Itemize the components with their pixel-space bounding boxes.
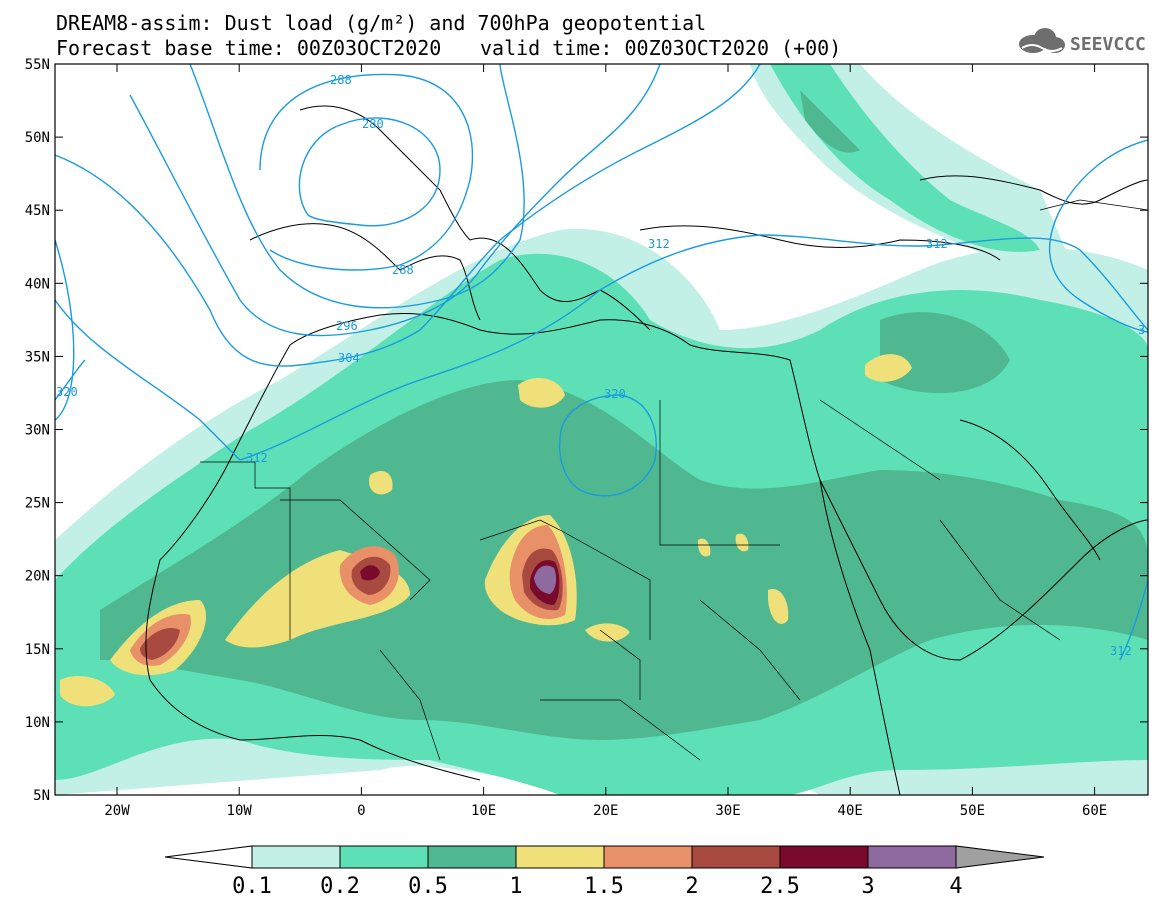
logo-text: SEEVCCC [1070,34,1146,55]
contour-label: 320 [56,385,78,399]
lat-label: 55N [25,57,50,73]
lon-label: 50E [960,803,985,819]
lat-label: 5N [33,788,50,804]
cloud-icon [1019,28,1065,53]
lon-label: 40E [838,803,863,819]
colorbar-swatch [515,845,605,869]
colorbar-swatch [251,845,341,869]
contour-label: 3 [1138,323,1145,337]
title-base-time: Forecast base time: 00Z03OCT2020 [56,36,441,60]
colorbar-label: 0.1 [232,874,272,899]
lat-label: 25N [25,496,50,512]
dust-field-high [100,90,1148,740]
lon-label: 20W [104,803,130,819]
colorbar-low-arrow [164,845,253,869]
contour-label: 312 [1110,644,1132,658]
colorbar-swatch [339,845,429,869]
lat-label: 45N [25,203,50,219]
latitude-axis: 55N 50N 45N 40N 35N 30N 25N 20N 15N 10N 5N [25,57,1148,804]
lat-label: 20N [25,569,50,585]
colorbar-label: 3 [861,874,874,899]
lat-label: 30N [25,423,50,439]
colorbar-label: 1.5 [584,874,624,899]
contour-label: 312 [648,237,670,251]
longitude-axis: 20W 10W 0 10E 20E 30E 40E 50E 60E [104,64,1107,819]
colorbar-swatch [867,845,957,869]
lat-label: 35N [25,349,50,365]
contour-label: 304 [338,351,360,365]
lon-label: 10W [227,803,253,819]
contour-label: 288 [330,73,352,87]
colorbar-swatch [779,845,869,869]
colorbar-swatch [603,845,693,869]
colorbar-legend: 0.1 0.2 0.5 1 1.5 2 2.5 3 4 [164,845,1045,899]
contour-label: 312 [926,237,948,251]
colorbar-swatch [691,845,781,869]
dust-field-purple [534,565,557,594]
lon-label: 60E [1082,803,1107,819]
colorbar-label: 2 [685,874,698,899]
colorbar-label: 0.5 [408,874,448,899]
lon-label: 20E [593,803,618,819]
lat-label: 50N [25,130,50,146]
colorbar-label: 1 [509,874,522,899]
lon-label: 0 [357,803,365,819]
colorbar-high-arrow [955,845,1045,869]
contour-label: 296 [336,319,358,333]
plot-area: 288 280 288 296 304 312 312 312 320 320 … [55,64,1148,795]
lon-label: 30E [715,803,740,819]
lat-label: 15N [25,642,50,658]
title-line-1: DREAM8-assim: Dust load (g/m²) and 700hP… [56,11,706,35]
seevccc-logo: SEEVCCC [1019,28,1146,55]
colorbar-label: 2.5 [760,874,800,899]
country-borders [200,199,1148,761]
lat-label: 10N [25,715,50,731]
colorbar-label: 0.2 [320,874,360,899]
title-valid-time: valid time: 00Z03OCT2020 (+00) [480,36,841,60]
contour-label: 312 [246,451,268,465]
colorbar-label: 4 [949,874,962,899]
contour-label: 280 [362,117,384,131]
contour-label: 288 [392,263,414,277]
geopotential-contours [55,64,1148,661]
colorbar-swatch [427,845,517,869]
lat-label: 40N [25,276,50,292]
contour-label: 320 [604,387,626,401]
lon-label: 10E [471,803,496,819]
contour-labels: 288 280 288 296 304 312 312 312 320 320 … [56,73,1145,658]
